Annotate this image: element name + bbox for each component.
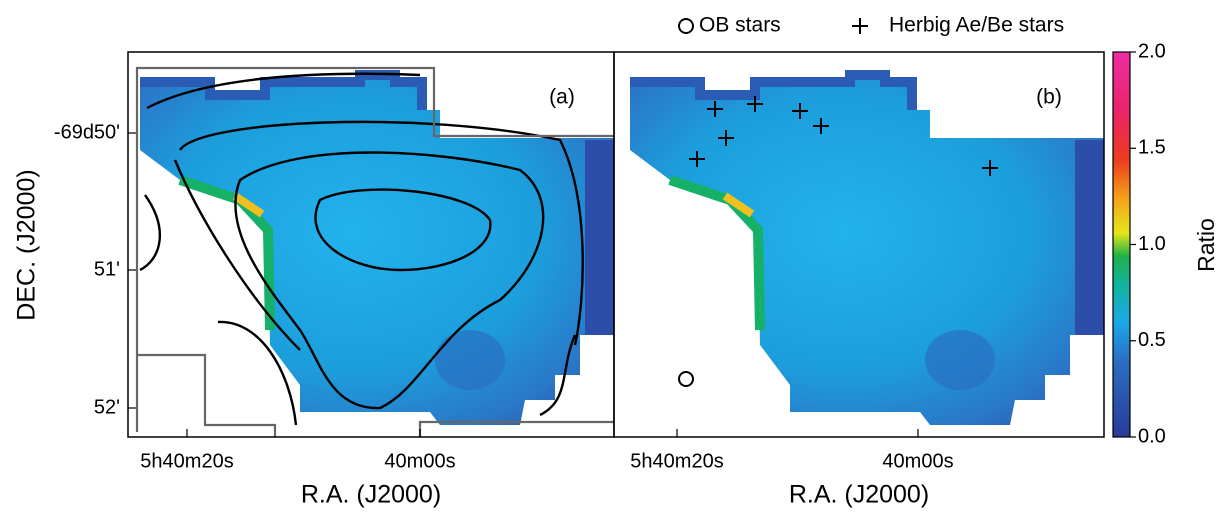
colorbar-tick-label: 0.0 <box>1138 425 1166 447</box>
y-axis-label: DEC. (J2000) <box>13 169 41 320</box>
colorbar-label: Ratio <box>1193 218 1219 272</box>
legend-label: Herbig Ae/Be stars <box>889 14 1064 37</box>
map-a <box>140 75 614 425</box>
y-tick-label: 51' <box>94 258 120 280</box>
x-axis-label: R.A. (J2000) <box>301 481 441 509</box>
colorbar <box>1112 51 1131 438</box>
x-axis-label: R.A. (J2000) <box>789 481 929 509</box>
y-tick-label: -69d50' <box>54 121 120 143</box>
colorbar-tick-label: 1.0 <box>1138 233 1166 255</box>
x-tick-label: 40m00s <box>882 450 953 472</box>
colorbar-tick-label: 0.5 <box>1138 329 1166 351</box>
axes-b <box>613 51 1105 438</box>
x-tick-label: 5h40m20s <box>630 450 723 472</box>
colorbar-tick-label: 2.0 <box>1138 40 1166 62</box>
contours <box>139 72 584 426</box>
colorbar-tick-label: 1.5 <box>1138 137 1166 159</box>
x-tick-label: 40m00s <box>384 450 455 472</box>
panel-label: (b) <box>1036 86 1062 109</box>
map-b <box>630 75 1104 425</box>
markers <box>678 18 998 387</box>
panel-label: (a) <box>549 86 575 109</box>
x-tick-label: 5h40m20s <box>140 450 233 472</box>
legend-label: OB stars <box>699 14 781 37</box>
y-tick-label: 52' <box>94 396 120 418</box>
